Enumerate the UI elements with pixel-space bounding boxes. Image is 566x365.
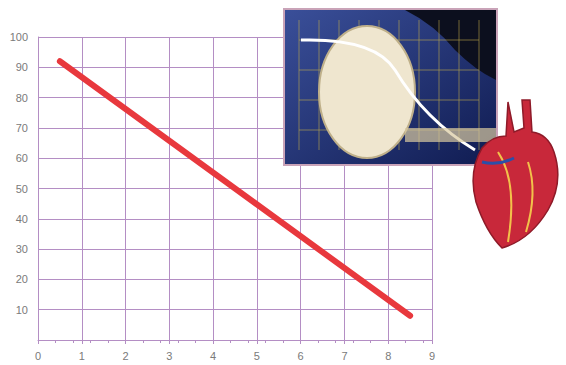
svg-text:0: 0 [35, 350, 41, 362]
svg-text:50: 50 [16, 183, 28, 195]
svg-text:100: 100 [10, 31, 28, 43]
svg-text:40: 40 [16, 213, 28, 225]
svg-text:9: 9 [429, 350, 435, 362]
svg-text:5: 5 [254, 350, 260, 362]
svg-text:30: 30 [16, 243, 28, 255]
svg-text:1: 1 [79, 350, 85, 362]
svg-text:80: 80 [16, 92, 28, 104]
svg-text:10: 10 [16, 304, 28, 316]
svg-text:3: 3 [166, 350, 172, 362]
svg-text:60: 60 [16, 152, 28, 164]
svg-text:6: 6 [298, 350, 304, 362]
svg-text:4: 4 [210, 350, 216, 362]
svg-text:7: 7 [341, 350, 347, 362]
svg-text:70: 70 [16, 122, 28, 134]
svg-text:2: 2 [122, 350, 128, 362]
svg-text:20: 20 [16, 273, 28, 285]
svg-text:90: 90 [16, 61, 28, 73]
svg-text:8: 8 [385, 350, 391, 362]
